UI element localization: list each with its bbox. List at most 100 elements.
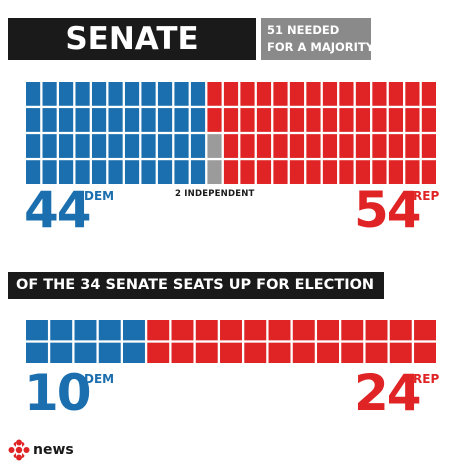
dem-seat — [141, 134, 156, 158]
dem-up-seat — [50, 342, 73, 363]
rep-up-seat — [317, 320, 339, 341]
rep-seat — [355, 82, 371, 106]
rep-up-seat — [341, 342, 364, 363]
dem-seat — [108, 134, 123, 158]
dem-up-label: DEM — [84, 372, 115, 386]
dem-seat — [124, 134, 140, 158]
rep-seat — [289, 134, 305, 158]
rep-label: REP — [413, 189, 440, 203]
rep-seat — [421, 82, 436, 106]
rep-seat — [388, 108, 404, 132]
dem-up-seat — [74, 320, 97, 341]
rep-seat — [306, 160, 321, 184]
dem-seat — [190, 82, 206, 106]
dem-up-seat — [26, 342, 48, 363]
dem-seat — [190, 160, 206, 184]
rep-up-seat — [195, 342, 218, 363]
rep-up-seat — [292, 320, 315, 341]
rep-seat — [240, 134, 255, 158]
rep-seat — [240, 82, 255, 106]
rep-seat — [405, 82, 420, 106]
ind-seat — [207, 134, 222, 158]
dem-seat — [174, 82, 189, 106]
dem-seat-count: 44 — [24, 181, 92, 239]
dem-seat — [174, 134, 189, 158]
rep-up-seat — [365, 342, 388, 363]
rep-up-seat — [220, 320, 242, 341]
dem-up-seat — [98, 342, 121, 363]
rep-up-seat — [171, 320, 194, 341]
dem-seat — [141, 82, 156, 106]
rep-up-seat — [317, 342, 339, 363]
rep-seat — [256, 160, 272, 184]
rep-seat — [322, 160, 338, 184]
dem-seat — [58, 82, 74, 106]
rep-seat — [240, 160, 255, 184]
rep-seat — [273, 160, 288, 184]
rep-seat — [322, 134, 338, 158]
rep-seat — [405, 108, 420, 132]
rep-seat — [372, 108, 387, 132]
rep-seat — [273, 108, 288, 132]
dem-seat — [141, 160, 156, 184]
dem-seat — [108, 82, 123, 106]
rep-seat — [421, 134, 436, 158]
dem-seat — [174, 160, 189, 184]
dem-seat — [26, 108, 41, 132]
majority-note: 51 NEEDED FOR A MAJORITY — [261, 18, 375, 60]
rep-seat — [223, 82, 239, 106]
dem-up-count: 10 — [24, 364, 92, 422]
dem-seat — [190, 108, 206, 132]
majority-note-line2: FOR A MAJORITY — [267, 40, 375, 54]
rep-seat — [388, 160, 404, 184]
rep-up-seat — [414, 320, 436, 341]
dem-up-seat — [123, 342, 145, 363]
rep-seat — [256, 134, 272, 158]
dem-seat — [42, 134, 57, 158]
rep-seat — [289, 82, 305, 106]
rep-seat — [421, 160, 436, 184]
rep-seat — [388, 82, 404, 106]
dem-up-seat — [26, 320, 48, 341]
rep-seat — [256, 82, 272, 106]
dem-seat — [157, 82, 173, 106]
rep-up-seat — [292, 342, 315, 363]
rep-up-seat — [147, 320, 170, 341]
dem-seat — [174, 108, 189, 132]
dem-seat — [91, 134, 107, 158]
rep-up-seat — [341, 320, 364, 341]
brand-name: news — [33, 442, 74, 458]
rep-up-seat — [268, 320, 291, 341]
rep-seat — [306, 108, 321, 132]
dem-seat — [190, 134, 206, 158]
dem-seat — [75, 108, 90, 132]
rep-up-seat — [389, 342, 412, 363]
dem-up-seat — [74, 342, 97, 363]
dem-seat — [75, 82, 90, 106]
rep-up-seat — [171, 342, 194, 363]
rep-seat — [339, 160, 354, 184]
dem-seat — [26, 160, 41, 184]
rep-seat — [372, 134, 387, 158]
rep-seat — [223, 134, 239, 158]
rep-up-seat — [414, 342, 436, 363]
rep-seat — [223, 108, 239, 132]
rep-seat — [306, 134, 321, 158]
dem-seat — [58, 160, 74, 184]
rep-seat — [289, 108, 305, 132]
dem-up-seat — [50, 320, 73, 341]
dem-seat — [42, 108, 57, 132]
rep-seat — [223, 160, 239, 184]
dem-seat — [75, 160, 90, 184]
rep-up-seat — [268, 342, 291, 363]
rep-seat — [273, 82, 288, 106]
rep-seat — [339, 108, 354, 132]
rep-up-seat — [147, 342, 170, 363]
page-title: SENATE SEATS — [8, 18, 256, 99]
dem-seat — [124, 82, 140, 106]
dem-seat — [91, 160, 107, 184]
rep-seat — [322, 82, 338, 106]
dem-seat — [157, 108, 173, 132]
dem-seat — [141, 108, 156, 132]
